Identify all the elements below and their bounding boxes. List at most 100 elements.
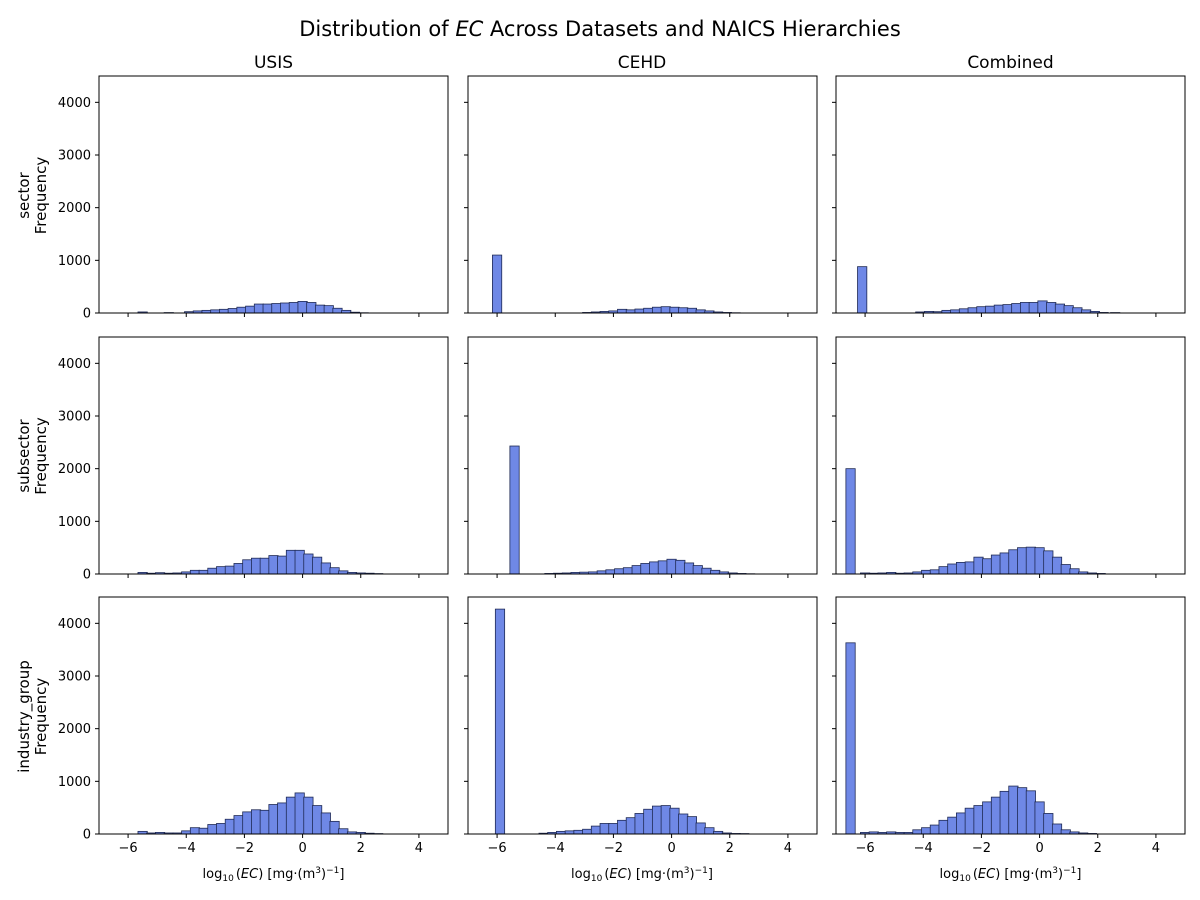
x-tick-label: 0 (1035, 841, 1043, 856)
histogram-bar (973, 805, 984, 835)
histogram-bar (590, 825, 602, 835)
histogram-bar (1034, 801, 1045, 835)
x-axis-label-close: ) (627, 867, 632, 882)
y-tick-label: 1000 (58, 254, 91, 269)
histogram-bar (666, 558, 677, 575)
histogram-bar (643, 307, 654, 314)
histogram-bar (582, 828, 593, 835)
figure-title-suffix: Across Datasets and NAICS Hierarchies (483, 17, 901, 41)
histogram-bar (1051, 556, 1063, 575)
x-tick-label: 2 (1094, 841, 1102, 856)
x-axis-label-open: ( (236, 867, 241, 882)
histogram-bar (224, 565, 235, 575)
histogram-bar (967, 307, 978, 314)
y-tick-label: 1000 (58, 515, 91, 530)
y-tick-label: 4000 (58, 617, 91, 632)
y-tick-label: 2000 (58, 201, 91, 216)
histogram-bar (250, 557, 262, 575)
histogram-bar (236, 306, 247, 314)
histogram-bar (938, 819, 949, 835)
histogram-bar (1025, 546, 1036, 575)
histogram-bar (929, 824, 940, 835)
histogram-bar (329, 820, 340, 835)
histogram-bar (245, 305, 256, 314)
histogram-bar (288, 302, 299, 314)
histogram-bar (242, 811, 253, 835)
histogram-bar (1008, 785, 1019, 835)
panel-sector-usis: 0 1000 2000 3000 4000 (58, 75, 449, 322)
y-tick-label: 2000 (58, 722, 91, 737)
figure-title-italic: EC (455, 17, 483, 41)
y-tick-label: 0 (83, 828, 91, 843)
histogram-bar (982, 558, 993, 575)
x-tick-label: 0 (298, 841, 306, 856)
histogram-bar (207, 567, 218, 575)
histogram-bar (1017, 547, 1028, 575)
x-axis-label-exp2: −1 (1063, 866, 1076, 876)
histogram-bar (227, 308, 238, 314)
histogram-bar (329, 567, 340, 575)
histogram-bar (701, 567, 712, 575)
histogram-bar (622, 567, 634, 575)
row-label-sector-name: sector (15, 171, 33, 218)
histogram-bar (710, 569, 721, 575)
axes-frame (835, 336, 1186, 575)
histogram-bar (332, 307, 343, 314)
svg-text:log10(EC) [mg·(m3)−1]: log10 (EC) [mg·(m3)−1] (940, 866, 1082, 884)
axes-frame (98, 596, 449, 835)
y-tick-label: 0 (83, 307, 91, 322)
column-title-combined: Combined (967, 53, 1053, 73)
histogram-bar (1072, 307, 1083, 314)
panel-industry-group-cehd: −6 −4 −2 0 2 4 (464, 596, 818, 856)
histogram-bar (976, 306, 987, 314)
histogram-bar (1037, 300, 1048, 314)
x-tick-label: −4 (546, 841, 565, 856)
y-tick-label: 3000 (58, 670, 91, 685)
x-axis-label-usis: log10 (EC) [mg·(m3)−1] (203, 866, 345, 884)
histogram-bar (250, 809, 262, 835)
svg-text:log10(EC) [mg·(m3)−1]: log10 (EC) [mg·(m3)−1] (203, 866, 345, 884)
x-tick-label: 4 (784, 841, 792, 856)
histogram-bar (845, 468, 856, 575)
histogram-bar (993, 304, 1004, 314)
histogram-bar (651, 805, 663, 835)
histogram-bar (929, 569, 940, 575)
x-axis-label-open: ( (973, 867, 978, 882)
x-tick-label: 2 (357, 841, 365, 856)
histogram-bar (268, 804, 279, 835)
histogram-bar (660, 306, 671, 314)
row-label-sector-frequency: Frequency (32, 157, 50, 235)
row-label-industry-group-frequency: Frequency (32, 678, 50, 756)
x-axis-label-exp2: −1 (695, 866, 708, 876)
x-axis-label-log: log (571, 867, 591, 882)
histogram-bar (320, 562, 331, 575)
histogram-bar (599, 823, 610, 835)
panel-sector-cehd (464, 75, 818, 317)
histogram-bar (233, 563, 244, 575)
histogram-bar (947, 563, 958, 575)
histogram-bar (262, 303, 273, 314)
histogram-bar (509, 445, 520, 575)
histogram-bar (294, 792, 305, 835)
histogram-bar (294, 549, 305, 575)
histogram-bar (268, 555, 279, 575)
y-tick-label: 0 (83, 568, 91, 583)
histogram-bar (956, 562, 967, 575)
x-axis-label-exp: 3 (684, 866, 690, 876)
x-axis-label-exp: 3 (1052, 866, 1058, 876)
histogram-bar (253, 303, 265, 314)
histogram-bar (1051, 823, 1063, 835)
axes-frame (835, 596, 1186, 835)
x-axis-label-sub: 10 (591, 874, 603, 884)
histogram-bar (1063, 305, 1074, 314)
x-axis-label-units: [mg·(m (263, 867, 315, 882)
histogram-bar (303, 796, 314, 835)
histogram-bar (964, 561, 975, 575)
histogram-bar (657, 560, 668, 575)
histogram-bar (492, 254, 503, 314)
row-label-subsector: subsector Frequency (15, 417, 50, 495)
x-tick-label: −2 (972, 841, 991, 856)
histogram-bar (669, 807, 680, 835)
y-tick-label: 3000 (58, 410, 91, 425)
x-axis-label-units2: ) (1058, 867, 1063, 882)
